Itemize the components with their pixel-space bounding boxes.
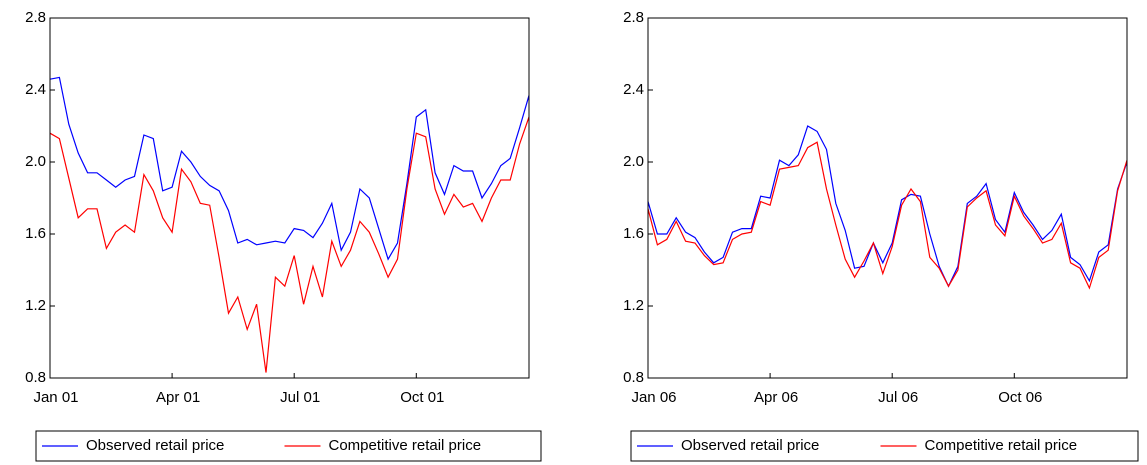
x-tick-label: Jul 01 <box>280 389 320 406</box>
x-tick-label: Oct 06 <box>998 389 1042 406</box>
y-tick-label: 2.4 <box>623 81 644 98</box>
x-tick-label: Apr 01 <box>156 389 200 406</box>
legend-label: Observed retail price <box>86 437 224 454</box>
x-tick-label: Jan 06 <box>631 389 676 406</box>
plot-frame <box>49 17 530 379</box>
x-tick-label: Jul 06 <box>878 389 918 406</box>
y-tick-label: 2.8 <box>623 9 644 26</box>
series-line <box>647 141 1128 290</box>
legend-label: Observed retail price <box>681 437 819 454</box>
x-tick-label: Jan 01 <box>33 389 78 406</box>
y-tick-label: 1.6 <box>623 225 644 242</box>
legend-box <box>630 430 1139 462</box>
series-line <box>49 116 530 373</box>
series-line <box>49 76 530 261</box>
y-tick-label: 2.4 <box>25 81 46 98</box>
y-tick-label: 0.8 <box>25 369 46 386</box>
series-line <box>647 125 1128 288</box>
x-tick-label: Apr 06 <box>754 389 798 406</box>
legend-box <box>35 430 542 462</box>
y-tick-label: 1.2 <box>623 297 644 314</box>
plot-frame <box>647 17 1128 379</box>
legend-label: Competitive retail price <box>925 437 1078 454</box>
legend-label: Competitive retail price <box>329 437 482 454</box>
x-tick-label: Oct 01 <box>400 389 444 406</box>
y-tick-label: 2.8 <box>25 9 46 26</box>
y-tick-label: 2.0 <box>623 153 644 170</box>
y-tick-label: 1.2 <box>25 297 46 314</box>
y-tick-label: 1.6 <box>25 225 46 242</box>
y-tick-label: 2.0 <box>25 153 46 170</box>
y-tick-label: 0.8 <box>623 369 644 386</box>
